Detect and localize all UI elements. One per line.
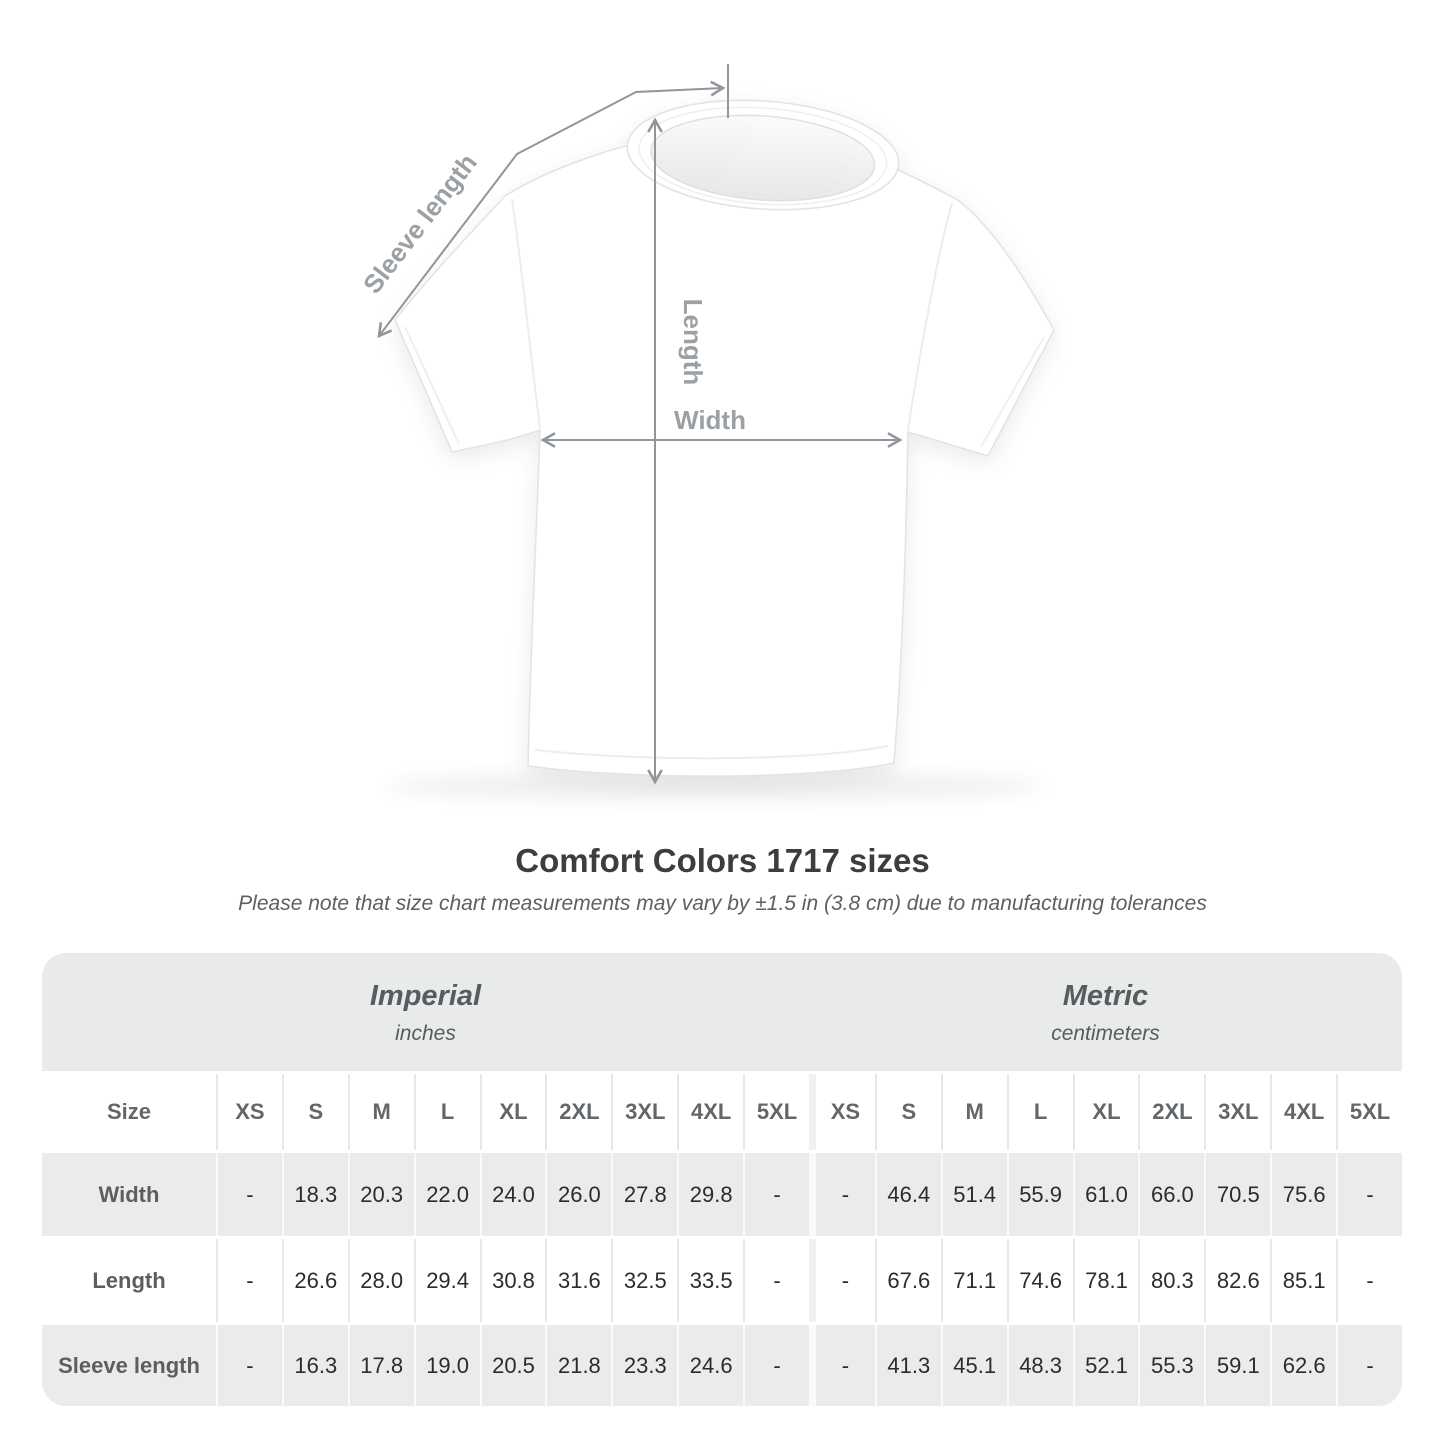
row-label-length: Length: [42, 1239, 216, 1322]
table-cell: 51.4: [940, 1153, 1007, 1236]
shirt-shadow: [385, 771, 1045, 801]
table-cell: 33.5: [677, 1239, 744, 1322]
col-header: 4XL: [1270, 1074, 1337, 1150]
table-cell: 41.3: [874, 1325, 941, 1406]
imperial-group-header: Imperial inches: [42, 953, 809, 1071]
table-cell: 29.4: [413, 1239, 480, 1322]
page-title: Comfort Colors 1717 sizes: [515, 842, 930, 879]
measurement-lines: [377, 64, 903, 785]
table-cell: -: [743, 1325, 809, 1406]
table-cell: 26.0: [545, 1153, 612, 1236]
table-cell: -: [216, 1153, 282, 1236]
table-cell: 16.3: [281, 1325, 348, 1406]
col-header: 3XL: [611, 1074, 678, 1150]
table-cell: -: [1336, 1239, 1402, 1322]
size-table: Imperial inches Metric centimeters Size …: [42, 953, 1402, 1406]
col-header: 2XL: [1138, 1074, 1205, 1150]
length-label: Length: [678, 299, 708, 386]
table-cell: 19.0: [413, 1325, 480, 1406]
table-cell: 85.1: [1270, 1239, 1337, 1322]
table-cell: -: [808, 1325, 875, 1406]
tshirt-figure: Sleeve length Length Width: [357, 64, 1055, 801]
table-cell: 80.3: [1138, 1239, 1205, 1322]
table-cell: 52.1: [1072, 1325, 1139, 1406]
metric-unit: centimeters: [1051, 1022, 1160, 1045]
imperial-unit: inches: [395, 1022, 456, 1045]
table-cell: 82.6: [1204, 1239, 1271, 1322]
table-cell: -: [743, 1153, 809, 1236]
col-header: 5XL: [1336, 1074, 1402, 1150]
table-cell: 20.5: [479, 1325, 546, 1406]
tshirt-figure-svg: Sleeve length Length Width: [357, 64, 1055, 801]
table-cell: 23.3: [611, 1325, 678, 1406]
col-header: 3XL: [1204, 1074, 1271, 1150]
table-cell: -: [743, 1239, 809, 1322]
table-cell: 45.1: [940, 1325, 1007, 1406]
col-header: 4XL: [677, 1074, 744, 1150]
table-cell: 22.0: [413, 1153, 480, 1236]
table-cell: 78.1: [1072, 1239, 1139, 1322]
col-header: 2XL: [545, 1074, 612, 1150]
col-header: XL: [1072, 1074, 1139, 1150]
table-cell: -: [216, 1325, 282, 1406]
table-cell: 26.6: [281, 1239, 348, 1322]
table-cell: 28.0: [347, 1239, 414, 1322]
col-header: XL: [479, 1074, 546, 1150]
table-cell: 46.4: [874, 1153, 941, 1236]
table-cell: 55.9: [1006, 1153, 1073, 1236]
table-cell: 24.0: [479, 1153, 546, 1236]
col-header: S: [874, 1074, 941, 1150]
table-cell: -: [808, 1153, 875, 1236]
table-cell: 59.1: [1204, 1325, 1271, 1406]
table-cell: 70.5: [1204, 1153, 1271, 1236]
table-cell: 74.6: [1006, 1239, 1073, 1322]
table-cell: -: [1336, 1325, 1402, 1406]
table-cell: 24.6: [677, 1325, 744, 1406]
table-cell: 55.3: [1138, 1325, 1205, 1406]
col-header: S: [281, 1074, 348, 1150]
col-header: XS: [216, 1074, 282, 1150]
page-subtitle: Please note that size chart measurements…: [238, 892, 1207, 915]
table-cell: 21.8: [545, 1325, 612, 1406]
table-cell: 48.3: [1006, 1325, 1073, 1406]
table-cell: 27.8: [611, 1153, 678, 1236]
size-column-header: Size: [42, 1074, 216, 1150]
metric-group-header: Metric centimeters: [808, 953, 1402, 1071]
sleeve-length-arrow: [377, 80, 726, 339]
table-cell: 20.3: [347, 1153, 414, 1236]
table-cell: 62.6: [1270, 1325, 1337, 1406]
metric-title: Metric: [1062, 980, 1149, 1012]
col-header: M: [940, 1074, 1007, 1150]
col-header: M: [347, 1074, 414, 1150]
table-cell: 67.6: [874, 1239, 941, 1322]
table-cell: 32.5: [611, 1239, 678, 1322]
col-header: XS: [808, 1074, 875, 1150]
col-header: L: [413, 1074, 480, 1150]
row-label-width: Width: [42, 1153, 216, 1236]
table-cell: 71.1: [940, 1239, 1007, 1322]
imperial-title: Imperial: [369, 980, 482, 1012]
table-cell: 31.6: [545, 1239, 612, 1322]
col-header: 5XL: [743, 1074, 809, 1150]
table-cell: 66.0: [1138, 1153, 1205, 1236]
width-label: Width: [674, 405, 746, 435]
table-cell: 61.0: [1072, 1153, 1139, 1236]
table-cell: 29.8: [677, 1153, 744, 1236]
table-cell: -: [1336, 1153, 1402, 1236]
col-header: L: [1006, 1074, 1073, 1150]
table-cell: -: [808, 1239, 875, 1322]
table-cell: 17.8: [347, 1325, 414, 1406]
table-cell: 30.8: [479, 1239, 546, 1322]
table-cell: 18.3: [281, 1153, 348, 1236]
table-cell: -: [216, 1239, 282, 1322]
row-label-sleeve-length: Sleeve length: [42, 1325, 216, 1406]
table-cell: 75.6: [1270, 1153, 1337, 1236]
